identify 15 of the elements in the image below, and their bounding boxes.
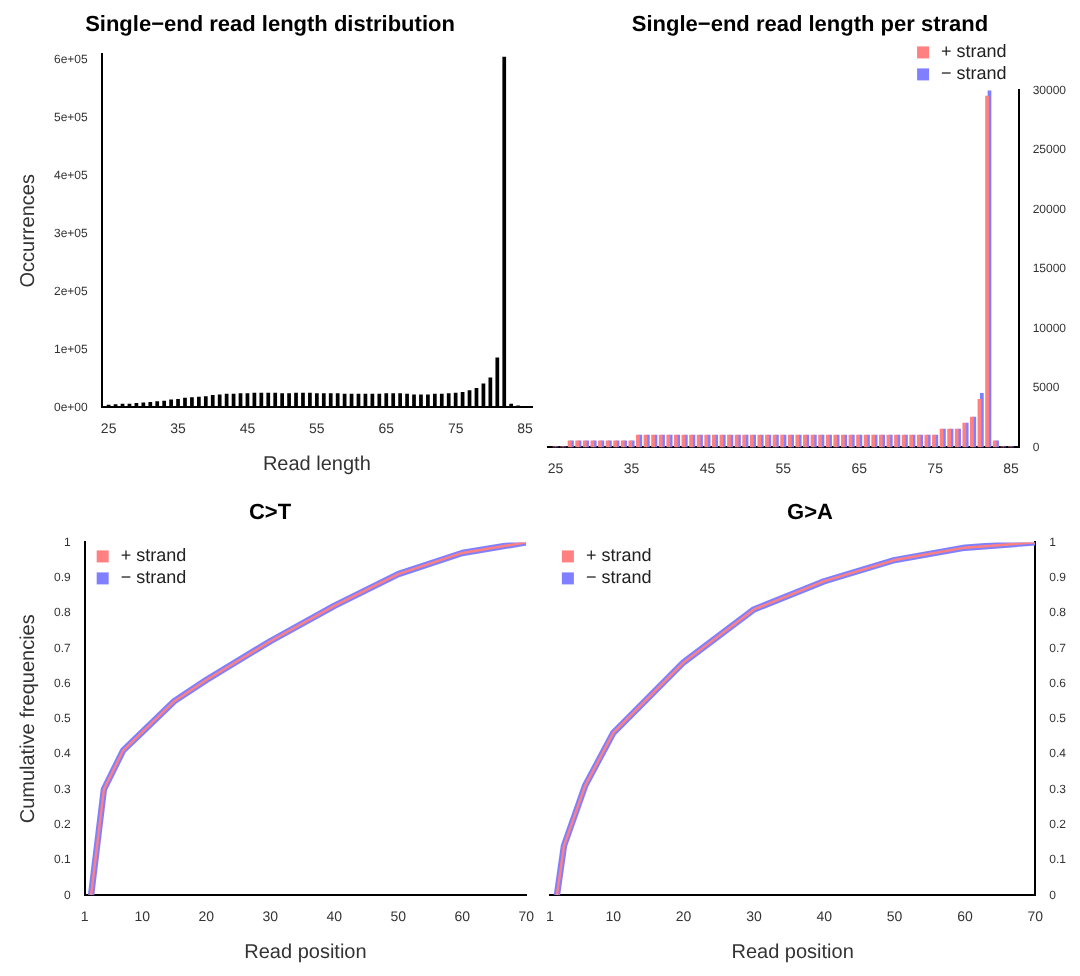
chart-title: Single−end read length per strand — [631, 13, 989, 38]
legend-label: + strand — [120, 545, 187, 566]
y-axis-title: Cumulative frequencies — [17, 614, 40, 824]
chart-title: C>T — [248, 501, 292, 526]
chart-title: Single−end read length distribution — [85, 13, 456, 38]
x-axis-title: Read length — [262, 453, 371, 476]
legend-label: − strand — [941, 63, 1007, 84]
chart-title: G>A — [787, 501, 834, 526]
x-axis-title: Read position — [731, 941, 854, 964]
x-axis-title: Read position — [244, 941, 367, 964]
legend-label: − strand — [585, 567, 652, 588]
legend-label: + strand — [941, 41, 1007, 62]
legend-label: + strand — [585, 545, 652, 566]
legend-label: − strand — [120, 567, 187, 588]
y-axis-title: Occurrences — [17, 174, 40, 288]
